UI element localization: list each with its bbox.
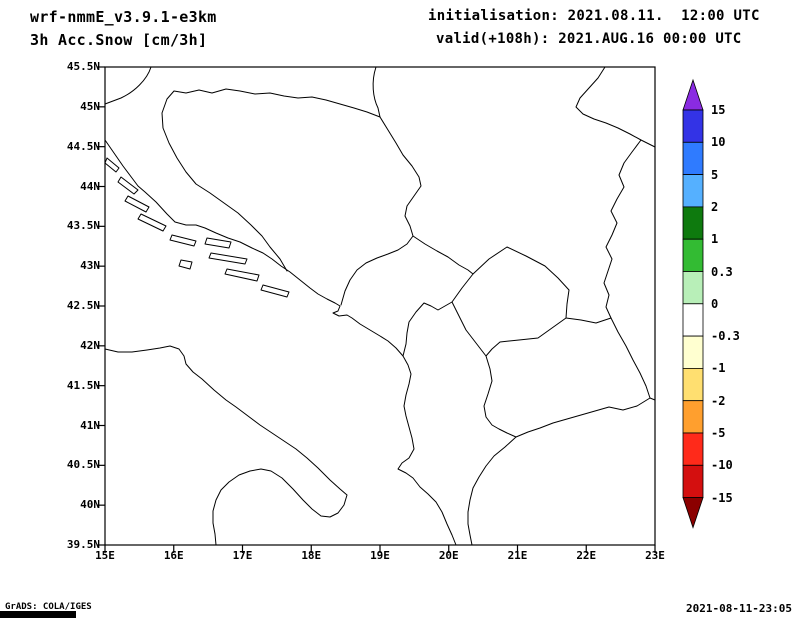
x-axis-label: 20E: [438, 549, 459, 562]
colorbar-label: -1: [711, 361, 726, 376]
y-axis-label: 42.5N: [66, 299, 100, 312]
y-axis-label: 44.5N: [66, 139, 100, 153]
island: [204, 237, 232, 249]
grads-credit: GrADS: COLA/IGES: [5, 602, 92, 612]
variable-title: 3h Acc.Snow [cm/3h]: [30, 31, 208, 49]
model-title: wrf-nmmE_v3.9.1-e3km: [30, 8, 217, 26]
border-macedonia-greece: [515, 397, 651, 438]
border-serbia-romania: [575, 66, 656, 148]
border-bosnia-serbia-montenegro: [340, 116, 422, 306]
colorbar-label: -0.3: [711, 329, 740, 344]
x-axis-label: 17E: [232, 549, 253, 562]
island: [124, 195, 150, 213]
colorbar-segment: [682, 141, 704, 176]
y-axis-label: 43N: [80, 259, 100, 273]
colorbar-segment: [682, 335, 704, 369]
colorbar-label: 5: [711, 167, 719, 182]
colorbar-segment: [682, 109, 704, 143]
colorbar-segment: [682, 206, 704, 240]
border-croatia-bosnia-sava: [161, 88, 381, 272]
colorbar-segment: [682, 174, 704, 208]
y-axis-label: 41.5N: [66, 378, 100, 392]
island: [260, 284, 290, 298]
y-axis-label: 41N: [80, 418, 100, 432]
x-axis-label: 23E: [645, 549, 665, 562]
x-axis-label: 16E: [163, 549, 184, 562]
axis-ticks: [97, 66, 656, 553]
colorbar-label: 2: [711, 199, 719, 214]
border-croatia-serbia-danube: [372, 66, 381, 118]
border-serbia-montenegro: [412, 235, 474, 275]
border-serbia-macedonia: [565, 317, 612, 324]
x-axis-label: 22E: [576, 549, 597, 562]
island: [117, 176, 139, 195]
border-albania-greece: [467, 436, 517, 546]
colorbar-label: -10: [711, 458, 733, 473]
island: [224, 268, 260, 282]
coastline-east-adriatic: [104, 139, 457, 546]
colorbar-arrow-down: [682, 497, 704, 529]
colorbar-label: -2: [711, 393, 726, 408]
colorbar: [682, 78, 704, 529]
island: [169, 234, 197, 247]
colorbar-segment: [682, 400, 704, 434]
coastline-italy-apulia: [104, 345, 348, 546]
colorbar-segment: [682, 432, 704, 466]
island: [104, 157, 120, 173]
border-macedonia-bulgaria: [610, 317, 656, 401]
colorbar-label: 15: [711, 103, 726, 117]
colorbar-segment: [682, 367, 704, 402]
y-axis-label: 42N: [80, 338, 100, 352]
colorbar-segment: [682, 303, 704, 337]
island: [178, 259, 193, 270]
y-axis-label: 40.5N: [66, 458, 100, 472]
x-axis-label: 19E: [370, 549, 390, 562]
x-axis-label: 21E: [507, 549, 528, 562]
colorbar-label: -5: [711, 426, 726, 440]
y-axis-label: 44N: [80, 179, 100, 193]
x-axis-label: 18E: [301, 549, 322, 562]
map-frame: [104, 66, 656, 546]
colorbar-arrow-up: [682, 78, 704, 111]
border-montenegro-albania: [402, 301, 453, 357]
y-axis-label: 40N: [80, 498, 100, 512]
colorbar-segment: [682, 238, 704, 272]
geography: [104, 66, 656, 546]
colorbar-segment: [682, 271, 704, 305]
island: [137, 213, 167, 232]
y-axis-label: 45.5N: [66, 60, 100, 73]
border-serbia-bulgaria: [603, 139, 642, 319]
border-albania-macedonia: [483, 355, 517, 438]
colorbar-label: 0: [711, 296, 719, 311]
colorbar-label: 0.3: [711, 264, 733, 279]
bottom-black-bar: [0, 611, 76, 618]
y-axis-label: 45N: [80, 99, 100, 113]
border-slovenia-croatia: [104, 66, 152, 105]
colorbar-label: -15: [711, 490, 733, 505]
valid-time: valid(+108h): 2021.AUG.16 00:00 UTC: [436, 31, 742, 47]
y-axis-label: 43.5N: [66, 219, 100, 233]
border-kosovo: [451, 246, 570, 357]
init-time: initialisation: 2021.08.11. 12:00 UTC: [428, 8, 760, 24]
x-axis-label: 15E: [95, 549, 115, 562]
colorbar-label: 1: [711, 232, 719, 247]
render-timestamp: 2021-08-11-23:05: [686, 602, 792, 615]
colorbar-label: 10: [711, 135, 726, 150]
y-axis-label: 39.5N: [66, 538, 100, 551]
island: [208, 252, 248, 265]
colorbar-segment: [682, 464, 704, 498]
